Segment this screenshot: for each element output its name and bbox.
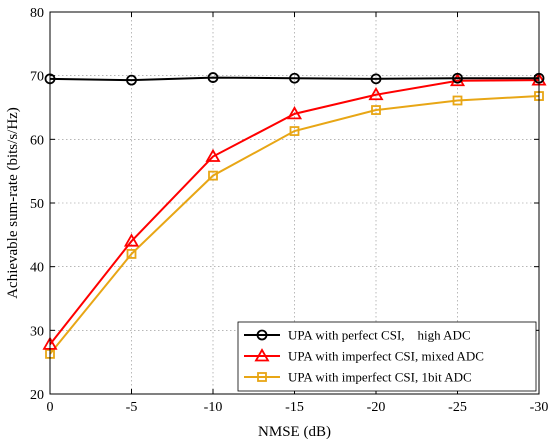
data-point-square: [289, 126, 300, 136]
legend-entry: UPA with imperfect CSI, 1bit ADC: [244, 370, 472, 385]
legend-marker-circle: [256, 329, 268, 341]
data-point-circle: [370, 73, 382, 85]
data-point-triangle: [368, 86, 384, 101]
y-tick-label: 80: [30, 6, 44, 21]
data-point-square: [371, 105, 381, 115]
y-tick-label: 50: [30, 197, 44, 212]
data-point-square: [208, 170, 218, 181]
legend: UPA with perfect CSI, high ADC UPA with i…: [237, 321, 537, 392]
data-point-triangle: [205, 148, 221, 162]
data-point-square: [126, 249, 137, 259]
legend-box: [237, 321, 537, 392]
data-point-triangle: [123, 233, 140, 247]
x-tick-label: -5: [126, 400, 138, 415]
data-point-circle: [207, 72, 219, 83]
y-tick-label: 60: [30, 133, 44, 148]
data-point-circle: [289, 72, 300, 84]
legend-entry: UPA with perfect CSI, high ADC: [244, 328, 471, 343]
y-tick-label: 40: [30, 261, 44, 276]
legend-marker-square: [257, 372, 267, 382]
x-tick-label: -10: [204, 400, 223, 415]
y-tick-label: 30: [30, 324, 44, 339]
plot-frame: [49, 11, 540, 395]
series-line: [49, 79, 540, 345]
series-circle: [44, 72, 545, 86]
legend-label: UPA with perfect CSI, high ADC: [288, 328, 471, 343]
series-line: [49, 95, 540, 355]
data-series: [42, 72, 547, 359]
x-tick-label: 0: [47, 400, 54, 415]
axis-ticks: [49, 11, 540, 395]
series-line: [49, 76, 539, 82]
legend-entry: UPA with imperfect CSI, mixed ADC: [244, 348, 484, 364]
legend-label: UPA with imperfect CSI, mixed ADC: [288, 349, 484, 364]
data-point-circle: [126, 74, 137, 86]
tick-labels: 0 -5 -10 -15 -20 -25 -30 20 30 40 50 60 70 80: [30, 6, 548, 415]
x-axis-label: NMSE (dB): [258, 424, 331, 440]
x-tick-label: -30: [530, 400, 549, 415]
y-tick-label: 70: [30, 70, 44, 85]
y-tick-label: 20: [30, 388, 44, 403]
legend-marker-triangle: [254, 348, 270, 362]
data-point-triangle: [286, 106, 303, 120]
x-tick-label: -15: [285, 400, 304, 415]
data-point-triangle: [449, 72, 466, 87]
data-point-square: [452, 95, 463, 106]
legend-label: UPA with imperfect CSI, 1bit ADC: [288, 370, 472, 385]
x-tick-label: -25: [448, 400, 467, 415]
data-point-circle: [452, 72, 463, 84]
y-axis-label: Achievable sum-rate (bits/s/Hz): [5, 107, 21, 299]
x-tick-label: -20: [367, 400, 386, 415]
